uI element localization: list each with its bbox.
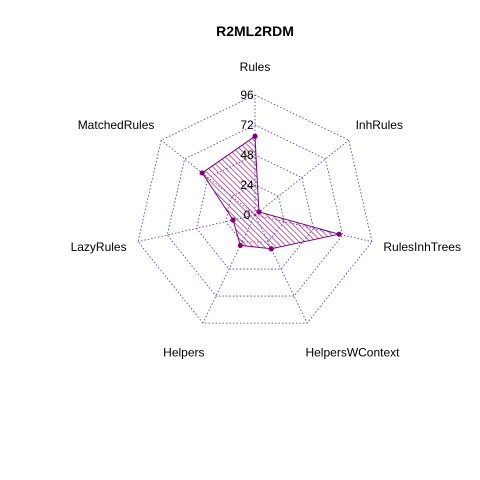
data-point-inhrules <box>256 209 262 215</box>
tick-label-48: 48 <box>240 148 254 162</box>
data-point-rulesinhtrees <box>336 231 342 237</box>
axis-label-inhrules: InhRules <box>356 118 403 132</box>
axis-label-rules: Rules <box>240 60 271 74</box>
grid-ring-72 <box>166 124 344 297</box>
grid-ring-96 <box>137 94 373 324</box>
data-point-helperswcontext <box>268 246 274 252</box>
axis-label-helpers: Helpers <box>163 346 204 360</box>
data-point-helpers <box>237 242 243 249</box>
axis-label-rulesinhtrees: RulesInhTrees <box>383 240 461 254</box>
chart-title: R2ML2RDM <box>216 23 294 39</box>
tick-label-72: 72 <box>240 118 254 132</box>
series-area <box>201 135 340 250</box>
grid-spoke-inhrules <box>254 139 350 216</box>
tick-label-0: 0 <box>244 208 251 222</box>
grid-spoke-lazyrules <box>137 214 256 243</box>
data-point-lazyrules <box>230 217 236 223</box>
series-layer <box>199 133 342 252</box>
grid-spoke-helpers <box>202 214 256 324</box>
axis-label-lazyrules: LazyRules <box>71 240 127 254</box>
tick-labels: 0 24 48 72 96 <box>240 88 254 222</box>
grid-ring-48 <box>196 154 314 270</box>
axis-label-helperswcontext: HelpersWContext <box>305 346 400 360</box>
data-point-matchedrules <box>199 170 205 176</box>
axis-label-matchedrules: MatchedRules <box>78 118 155 132</box>
tick-label-24: 24 <box>240 178 254 192</box>
grid-spoke-helperswcontext <box>254 214 308 324</box>
data-point-rules <box>252 133 258 139</box>
tick-label-96: 96 <box>240 88 254 102</box>
axis-labels: Rules InhRules RulesInhTrees HelpersWContex… <box>71 60 461 360</box>
